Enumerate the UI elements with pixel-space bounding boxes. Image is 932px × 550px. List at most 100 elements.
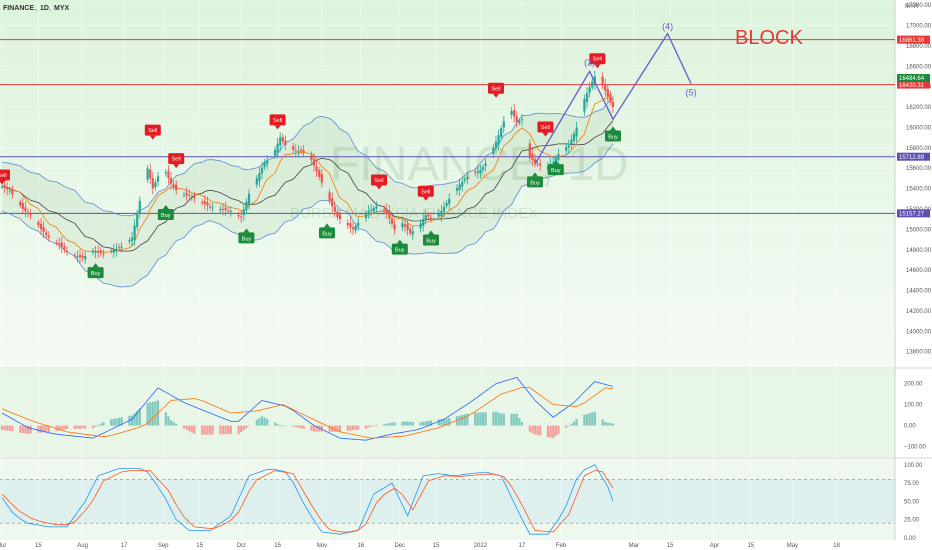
signal-pointer [376,185,382,190]
macd-histogram-bar [39,425,43,433]
bollinger-band-fill [2,97,613,287]
candle-body [481,166,485,170]
candle-body [409,229,412,234]
stoch-tick-label: 75.00 [904,481,920,487]
candle-body [583,98,586,112]
macd-histogram-bar [84,425,87,429]
macd-histogram-bar [94,425,97,427]
price-tick-label: 16200.00 [906,105,932,111]
buy-signal: Buy [605,126,621,142]
price-tick-label: 16600.00 [906,64,932,70]
candle-body [390,218,394,224]
macd-histogram-bar [479,412,482,426]
macd-histogram-bar [297,425,300,428]
candle-body [333,206,336,212]
price-tick-label: 15800.00 [906,146,932,152]
candle-body [510,111,513,115]
candle-body [102,253,105,255]
macd-histogram-bar [138,408,141,426]
candle-body [3,184,6,188]
candle-body [47,235,50,238]
macd-histogram-bar [63,425,66,430]
signal-box [605,130,621,142]
grid-lines [0,0,895,540]
macd-histogram-bar [422,421,425,426]
candle-body [247,193,251,205]
sell-signal: Sell [0,169,10,185]
macd-histogram-bar [604,422,607,426]
macd-histogram-bar [552,425,555,439]
macd-histogram-bar [169,420,173,426]
macd-histogram-bar [149,402,152,426]
wave-2-label: (2) [584,57,595,67]
time-tick-label: 15 [35,543,42,549]
candle-body [208,206,212,208]
candle-body [575,127,578,137]
signal-label: Buy [426,238,436,244]
macd-histogram-bar [338,425,342,432]
candle-body [117,247,121,249]
time-axis[interactable]: Jul 15 Aug 17 Sep 15 Oct 15 Nov 16 Dec 15 2022 17 Feb M… [0,540,932,550]
macd-histogram-bar [37,425,40,433]
candle-body [338,214,342,220]
sell-signal: Sell [488,82,504,98]
time-tick-label: May [787,543,798,549]
signal-box [371,174,387,186]
candle-body [336,211,339,218]
candle-body [224,207,227,211]
wave-4-label: (4) [662,22,673,32]
macd-tick-label: 100.00 [904,403,923,409]
candle-body [567,145,570,148]
candle-body [539,163,542,166]
signal-pointer [162,204,169,209]
signal-label: Buy [242,236,252,242]
macd-histogram-bar [409,421,412,426]
macd-histogram-bar [367,425,370,428]
macd-histogram-bar [442,419,446,426]
macd-histogram-bar [401,421,404,426]
macd-histogram-bar [65,425,69,430]
header-exchange: MYX [54,5,70,12]
candle-body [385,209,388,214]
candle-body [146,168,149,180]
moving-averages [1,97,614,288]
candle-body [461,181,464,187]
signal-pointer [324,223,330,228]
stoch-d-line [1,469,614,533]
candle-body [112,249,115,253]
header-separator-2: , [49,5,51,12]
signal-box [488,82,504,94]
macd-histogram-bar [229,425,232,434]
signal-label: Buy [530,180,540,186]
candle-body [479,170,482,174]
candle-body [8,190,11,192]
price-axis[interactable]: 13800.00 14000.00 14200.00 14400.00 14600.00… [897,3,932,542]
candle-body [151,178,154,189]
time-tick-label: 15 [433,543,440,549]
level-tag-bg [897,152,930,161]
signal-box [238,232,255,244]
macd-histogram-bar [336,425,339,432]
candle-body [445,202,448,206]
candle-body [263,162,266,167]
candle-body [364,213,368,219]
macd-histogram-bar [19,425,22,433]
signal-pointer [532,172,538,177]
candle-body [349,223,352,228]
candle-body [110,250,113,252]
candle-body [279,137,282,146]
candle-body [318,170,321,177]
signal-pointer [92,263,99,268]
level-tag: 16420.31 [899,83,925,89]
macd-histogram-bar [481,412,485,426]
signal-label: Sell [541,125,550,131]
macd-pane [0,376,615,441]
price-tick-label: 15400.00 [906,187,932,193]
candle-body [182,194,186,196]
header-separator-1: , [35,5,37,12]
macd-histogram-bar [175,423,178,426]
macd-histogram-bar [393,422,396,426]
price-tick-label: 17200.00 [906,3,932,9]
candle-body [419,223,422,229]
macd-histogram-bar [520,422,524,426]
